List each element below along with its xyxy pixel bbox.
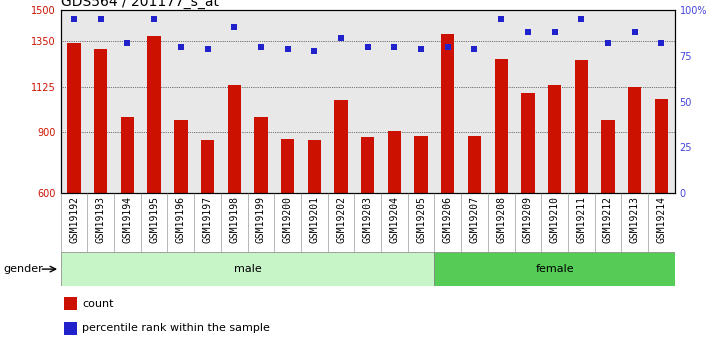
Bar: [334, 100, 348, 193]
Point: [95, 17, 106, 22]
Bar: [174, 120, 188, 193]
Text: GSM19211: GSM19211: [576, 196, 586, 243]
Point: [149, 17, 160, 22]
Text: GSM19213: GSM19213: [630, 196, 640, 243]
Text: GSM19197: GSM19197: [203, 196, 213, 243]
Text: GSM19206: GSM19206: [443, 196, 453, 243]
Bar: [61, 252, 434, 286]
Point: [549, 30, 560, 35]
Bar: [308, 140, 321, 193]
Text: male: male: [233, 264, 261, 274]
Point: [282, 46, 293, 51]
Bar: [201, 140, 214, 193]
Text: GSM19202: GSM19202: [336, 196, 346, 243]
Bar: [361, 137, 374, 193]
Text: GDS564 / 201177_s_at: GDS564 / 201177_s_at: [61, 0, 218, 9]
Point: [228, 24, 240, 30]
Bar: [575, 60, 588, 193]
Bar: [281, 139, 294, 193]
Text: GSM19212: GSM19212: [603, 196, 613, 243]
Point: [336, 35, 347, 41]
Text: GSM19207: GSM19207: [470, 196, 480, 243]
Text: GSM19209: GSM19209: [523, 196, 533, 243]
Text: GSM19201: GSM19201: [309, 196, 319, 243]
Text: percentile rank within the sample: percentile rank within the sample: [82, 324, 270, 333]
Text: GSM19208: GSM19208: [496, 196, 506, 243]
Bar: [94, 49, 107, 193]
Bar: [148, 36, 161, 193]
Point: [121, 40, 133, 46]
Text: GSM19198: GSM19198: [229, 196, 239, 243]
Text: GSM19194: GSM19194: [122, 196, 132, 243]
Text: GSM19214: GSM19214: [656, 196, 666, 243]
Point: [496, 17, 507, 22]
Text: GSM19200: GSM19200: [283, 196, 293, 243]
Bar: [388, 131, 401, 193]
Bar: [601, 120, 615, 193]
Bar: [121, 117, 134, 193]
Text: count: count: [82, 299, 114, 308]
Bar: [414, 136, 428, 193]
Text: GSM19192: GSM19192: [69, 196, 79, 243]
Point: [255, 44, 266, 50]
Text: GSM19199: GSM19199: [256, 196, 266, 243]
Bar: [434, 252, 675, 286]
Text: GSM19193: GSM19193: [96, 196, 106, 243]
Bar: [441, 34, 455, 193]
Text: GSM19210: GSM19210: [550, 196, 560, 243]
Text: GSM19205: GSM19205: [416, 196, 426, 243]
Text: GSM19204: GSM19204: [389, 196, 399, 243]
Point: [69, 17, 80, 22]
Bar: [64, 322, 77, 335]
Bar: [64, 297, 77, 310]
Point: [442, 44, 453, 50]
Bar: [254, 117, 268, 193]
Text: GSM19203: GSM19203: [363, 196, 373, 243]
Point: [629, 30, 640, 35]
Bar: [495, 59, 508, 193]
Point: [202, 46, 213, 51]
Point: [469, 46, 481, 51]
Point: [308, 48, 320, 53]
Bar: [468, 136, 481, 193]
Point: [388, 44, 400, 50]
Point: [362, 44, 373, 50]
Text: GSM19196: GSM19196: [176, 196, 186, 243]
Point: [522, 30, 533, 35]
Bar: [67, 43, 81, 193]
Point: [575, 17, 587, 22]
Point: [655, 40, 667, 46]
Bar: [548, 85, 561, 193]
Text: GSM19195: GSM19195: [149, 196, 159, 243]
Bar: [521, 92, 535, 193]
Bar: [228, 85, 241, 193]
Point: [603, 40, 614, 46]
Bar: [655, 99, 668, 193]
Text: female: female: [536, 264, 574, 274]
Text: gender: gender: [4, 264, 44, 274]
Point: [175, 44, 186, 50]
Point: [416, 46, 427, 51]
Bar: [628, 87, 641, 193]
